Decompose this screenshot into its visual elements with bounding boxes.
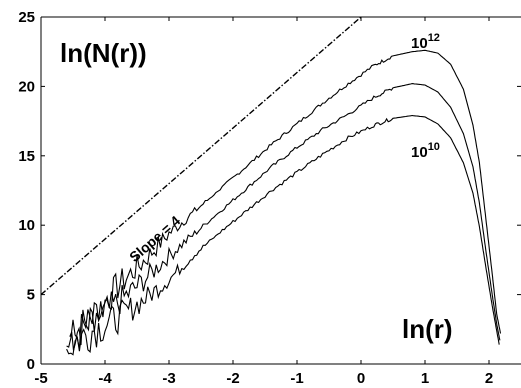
y-tick-label: 25 xyxy=(18,9,35,26)
y-axis-label: ln(N(r)) xyxy=(60,38,147,68)
x-tick-label: -3 xyxy=(162,370,175,387)
x-tick-label: 1 xyxy=(421,370,429,387)
series-line-0 xyxy=(69,49,502,351)
series-line-1 xyxy=(66,83,501,350)
x-tick-label: 2 xyxy=(485,370,493,387)
series-label-10-12: 1012 xyxy=(411,32,440,52)
y-tick-label: 5 xyxy=(27,287,35,304)
series-line-2 xyxy=(66,114,500,356)
x-tick-label: -1 xyxy=(290,370,303,387)
x-tick-label: -2 xyxy=(226,370,239,387)
y-tick-label: 15 xyxy=(18,148,35,165)
x-tick-label: 0 xyxy=(357,370,365,387)
x-tick-label: -5 xyxy=(34,370,47,387)
reference-line xyxy=(40,16,362,296)
slope-label: Slope = 4 xyxy=(126,212,183,265)
series-group xyxy=(66,49,502,356)
x-axis-label: ln(r) xyxy=(402,314,453,344)
x-tick-label: -4 xyxy=(98,370,112,387)
y-tick-label: 20 xyxy=(18,78,35,95)
y-tick-label: 10 xyxy=(18,217,35,234)
label-group: ln(N(r)) ln(r) Slope = 4 1012 1010 xyxy=(60,32,453,344)
reference-line-group xyxy=(40,16,362,296)
series-label-10-10: 1010 xyxy=(411,141,440,161)
y-tick-label: 0 xyxy=(27,356,35,373)
